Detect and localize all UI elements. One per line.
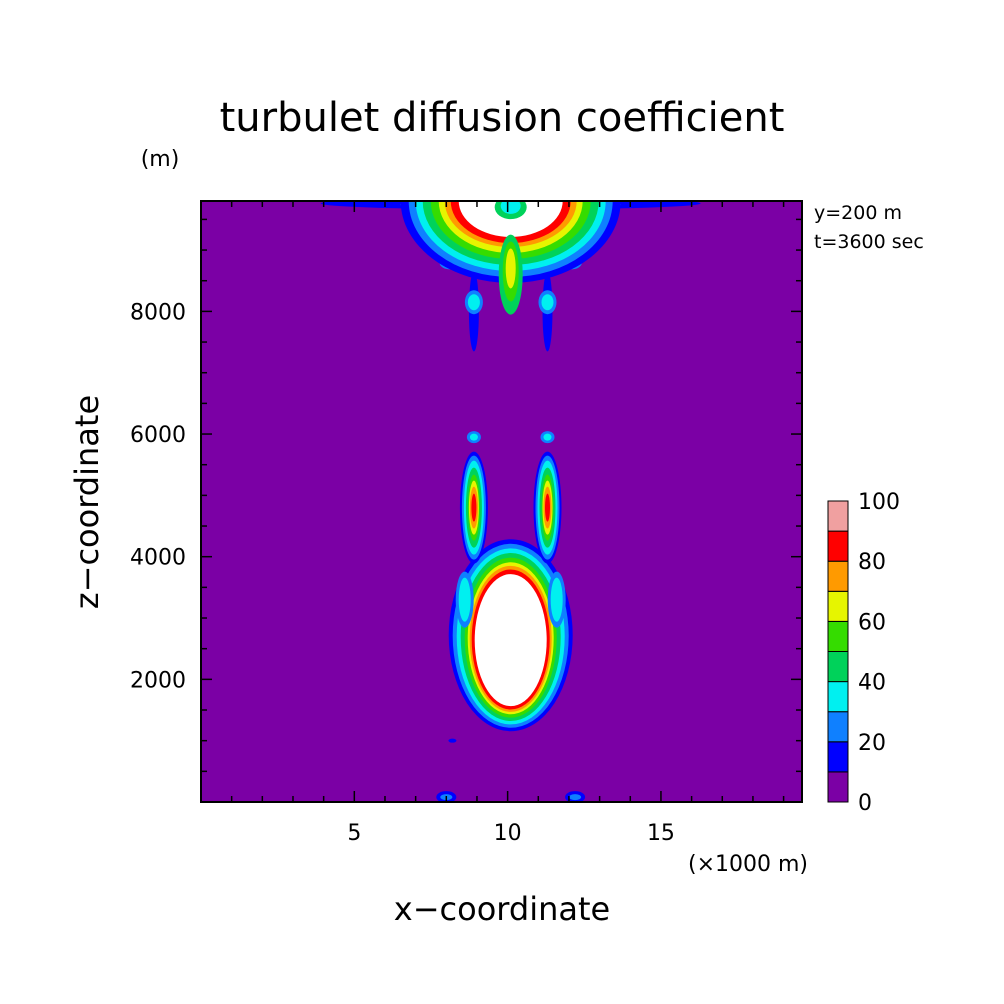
colorbar-swatch — [827, 560, 849, 592]
plume-tail-contour — [467, 294, 480, 311]
column-contour — [471, 493, 477, 522]
x-unit-label: (×1000 m) — [688, 852, 808, 877]
x-tick-label: 5 — [347, 821, 361, 846]
bottom-spot-contour — [569, 794, 582, 801]
y-axis-label: z−coordinate — [68, 395, 106, 609]
colorbar-label: 0 — [858, 791, 872, 816]
plot-frame — [200, 200, 803, 803]
colorbar: 0 20 40 60 80 100 — [827, 490, 900, 816]
column-cap-contour — [543, 433, 552, 441]
colorbar-swatch — [827, 711, 849, 743]
y-tick-label: 4000 — [130, 546, 186, 571]
bubble-wing-contour — [550, 577, 563, 622]
annotation-y: y=200 m — [814, 202, 902, 224]
x-axis-label: x−coordinate — [394, 890, 610, 928]
x-tick-label: 15 — [647, 821, 675, 846]
bubble-contour — [474, 574, 547, 707]
bubble-wing-contour — [458, 577, 471, 622]
colorbar-label: 20 — [858, 731, 886, 756]
plume-stem-contour — [505, 248, 516, 289]
colorbar-swatch — [827, 741, 849, 773]
column-contour — [544, 493, 550, 522]
colorbar-label: 40 — [858, 671, 886, 696]
plume-tail-contour — [541, 294, 554, 311]
colorbar-label: 60 — [858, 610, 886, 635]
colorbar-swatch — [827, 530, 849, 562]
colorbar-swatch — [827, 620, 849, 653]
colorbar-swatch — [827, 590, 849, 622]
axis-ticks — [201, 201, 802, 802]
bottom-spot-contour — [448, 738, 457, 743]
colorbar-swatch — [827, 651, 849, 683]
y-tick-labels: 2000 4000 6000 8000 — [130, 300, 186, 693]
annotation-t: t=3600 sec — [814, 231, 924, 253]
x-tick-label: 10 — [494, 821, 522, 846]
colorbar-swatch — [827, 681, 849, 713]
column-cap-contour — [469, 433, 478, 441]
y-tick-label: 6000 — [130, 423, 186, 448]
plot-area — [200, 200, 803, 803]
contour-field — [320, 201, 701, 802]
colorbar-label: 80 — [858, 550, 886, 575]
y-unit-label: (m) — [141, 147, 180, 172]
chart-title: turbulet diffusion coefficient — [220, 95, 785, 141]
y-tick-label: 8000 — [130, 300, 186, 325]
colorbar-swatch — [827, 771, 849, 803]
colorbar-label: 100 — [858, 490, 900, 515]
y-tick-label: 2000 — [130, 668, 186, 693]
plume-core-contour — [500, 201, 521, 214]
colorbar-swatch — [827, 500, 849, 532]
x-tick-labels: 5 10 15 — [347, 821, 675, 846]
